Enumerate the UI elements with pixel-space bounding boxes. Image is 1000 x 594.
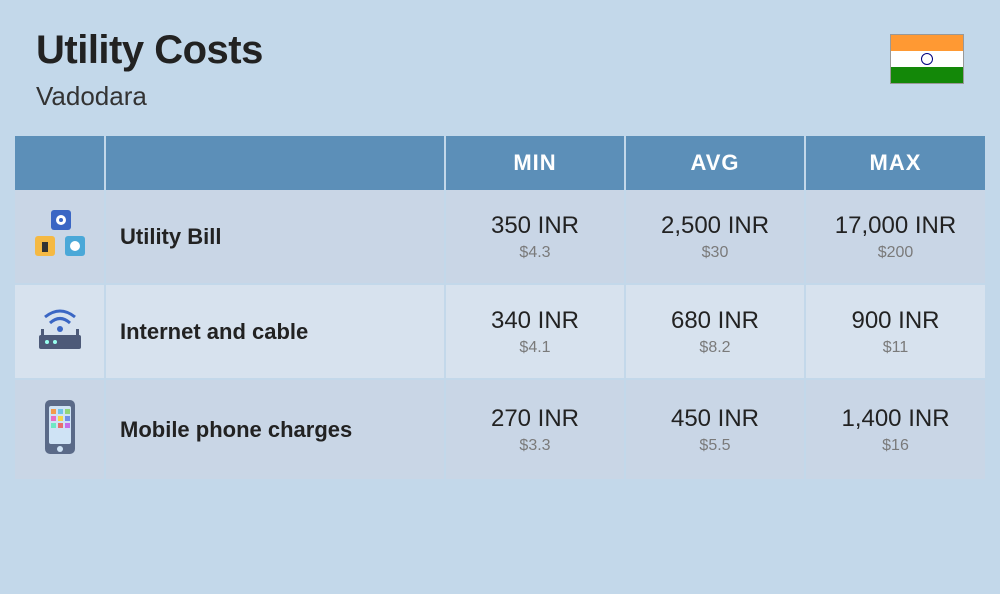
cell-max: 900 INR $11 [805,284,985,379]
row-label: Internet and cable [105,284,445,379]
cell-avg: 2,500 INR $30 [625,190,805,284]
col-header-min: MIN [445,136,625,190]
usd-value: $16 [816,437,975,455]
header: Utility Costs Vadodara [0,0,1000,136]
inr-value: 350 INR [456,212,614,240]
usd-value: $4.1 [456,339,614,357]
cell-avg: 680 INR $8.2 [625,284,805,379]
page-title: Utility Costs [36,28,263,73]
usd-value: $30 [636,244,794,262]
table-row: Utility Bill 350 INR $4.3 2,500 INR $30 … [15,190,985,284]
row-label: Utility Bill [105,190,445,284]
col-header-max: MAX [805,136,985,190]
cell-min: 270 INR $3.3 [445,379,625,480]
col-header-blank2 [105,136,445,190]
costs-table: MIN AVG MAX Utility Bill 350 INR $ [15,136,985,481]
cell-min: 340 INR $4.1 [445,284,625,379]
col-header-blank1 [15,136,105,190]
phone-icon [15,379,105,480]
table-header-row: MIN AVG MAX [15,136,985,190]
utility-icon [15,190,105,284]
inr-value: 270 INR [456,405,614,433]
usd-value: $3.3 [456,437,614,455]
inr-value: 1,400 INR [816,405,975,433]
header-text: Utility Costs Vadodara [36,28,263,112]
cell-min: 350 INR $4.3 [445,190,625,284]
india-flag-icon [890,34,964,84]
inr-value: 340 INR [456,307,614,335]
inr-value: 2,500 INR [636,212,794,240]
inr-value: 17,000 INR [816,212,975,240]
usd-value: $11 [816,339,975,357]
page-subtitle: Vadodara [36,81,263,112]
inr-value: 900 INR [816,307,975,335]
inr-value: 450 INR [636,405,794,433]
table-row: Internet and cable 340 INR $4.1 680 INR … [15,284,985,379]
cell-max: 17,000 INR $200 [805,190,985,284]
usd-value: $4.3 [456,244,614,262]
usd-value: $200 [816,244,975,262]
row-label: Mobile phone charges [105,379,445,480]
usd-value: $8.2 [636,339,794,357]
col-header-avg: AVG [625,136,805,190]
cell-max: 1,400 INR $16 [805,379,985,480]
router-icon [15,284,105,379]
cell-avg: 450 INR $5.5 [625,379,805,480]
inr-value: 680 INR [636,307,794,335]
usd-value: $5.5 [636,437,794,455]
table-row: Mobile phone charges 270 INR $3.3 450 IN… [15,379,985,480]
